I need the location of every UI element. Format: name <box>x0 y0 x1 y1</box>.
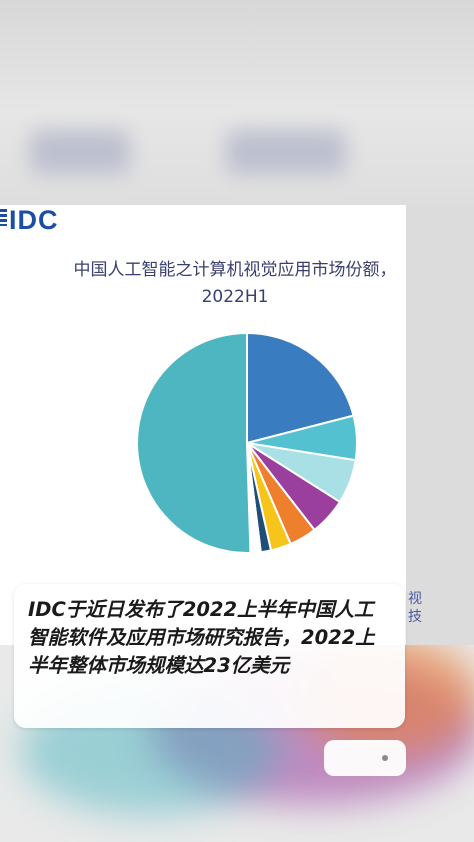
blurred-header-background <box>0 0 474 205</box>
pie-slice-1 <box>246 331 355 445</box>
blurred-label-2 <box>226 130 346 174</box>
idc-logo: IDC <box>0 205 59 235</box>
pie-chart <box>136 331 358 554</box>
dot-icon <box>382 755 388 761</box>
side-fragment-2: 技 <box>408 609 422 625</box>
caption-overlay: IDC于近日发布了2022上半年中国人工智能软件及应用市场研究报告，2022上半… <box>14 584 405 728</box>
side-fragment-1: 视 <box>408 591 422 607</box>
chart-title: 中国人工智能之计算机视觉应用市场份额， <box>73 260 397 280</box>
logo-text: IDC <box>9 205 59 235</box>
chart-card: IDC 中国人工智能之计算机视觉应用市场份额， 2022H1 <box>0 205 406 645</box>
comment-pill[interactable] <box>324 740 406 776</box>
logo-mark-icon <box>0 209 7 226</box>
pie-slice-9 <box>136 331 252 554</box>
chart-subtitle: 2022H1 <box>201 287 269 307</box>
caption-text: IDC于近日发布了2022上半年中国人工智能软件及应用市场研究报告，2022上半… <box>28 598 375 677</box>
blurred-label-1 <box>30 130 130 174</box>
